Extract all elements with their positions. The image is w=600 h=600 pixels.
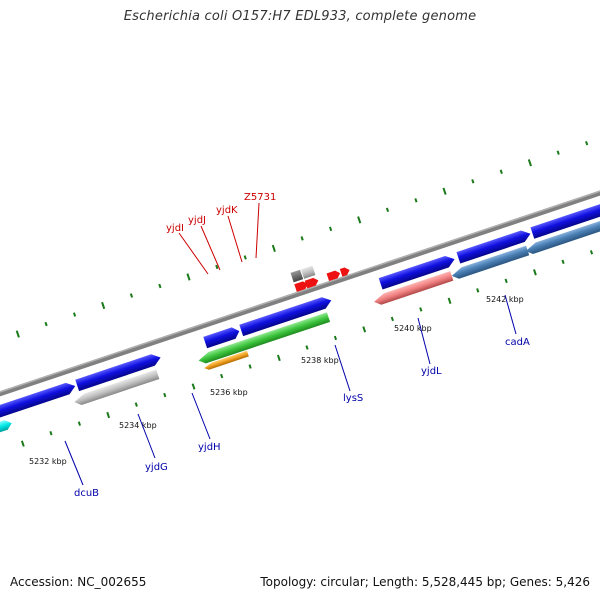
tick-label-5240: 5240 kbp — [394, 324, 432, 333]
small-genes — [290, 265, 351, 292]
tick-labels: 5232 kbp 5234 kbp 5236 kbp 5238 kbp 5240… — [29, 295, 524, 466]
inner-tick-row — [20, 250, 594, 447]
gene-label-yjdJ[interactable]: yjdJ — [188, 215, 206, 226]
map-title: Escherichia coli O157:H7 EDL933, complet… — [123, 9, 477, 24]
accession-text: Accession: NC_002655 — [10, 575, 147, 589]
gene-lysS[interactable] — [372, 271, 454, 307]
outer-tick-row — [15, 140, 589, 338]
gene-yjdK[interactable] — [326, 269, 342, 282]
forward-strand-genes — [0, 193, 600, 430]
gene-yjdI-box[interactable] — [290, 269, 304, 283]
gene-label-yjdI[interactable]: yjdI — [166, 223, 184, 234]
gene-label-cadA[interactable]: cadA — [505, 337, 530, 348]
gene-label-lysS[interactable]: lysS — [343, 393, 363, 404]
gene-leaders-red — [178, 202, 260, 275]
gene-cyan[interactable] — [0, 418, 13, 443]
genome-backbone — [0, 164, 600, 423]
tick-label-5236: 5236 kbp — [210, 388, 248, 397]
gene-lysS-fwd[interactable] — [378, 253, 457, 290]
tick-label-5234: 5234 kbp — [119, 421, 157, 430]
gene-dcuB-region-1[interactable] — [0, 380, 77, 430]
gene-leaders-blue — [64, 294, 517, 486]
gene-yjdL[interactable] — [450, 245, 530, 281]
gene-yjdH-fwd[interactable] — [239, 295, 333, 337]
gene-yjdL-fwd[interactable] — [456, 228, 532, 264]
gene-label-yjdH[interactable]: yjdH — [198, 442, 221, 453]
gene-cadA[interactable] — [524, 210, 600, 256]
tick-label-5238: 5238 kbp — [301, 356, 339, 365]
gene-Z5731[interactable] — [339, 266, 351, 277]
gene-label-yjdG[interactable]: yjdG — [145, 462, 168, 473]
gene-label-yjdK[interactable]: yjdK — [216, 205, 238, 216]
gene-cadA-fwd[interactable] — [530, 193, 600, 239]
gene-yjdG-fwd[interactable] — [203, 325, 241, 349]
gene-label-yjdL[interactable]: yjdL — [421, 366, 442, 377]
gene-yjdG[interactable] — [197, 312, 331, 365]
tick-label-5232: 5232 kbp — [29, 457, 67, 466]
gene-dcuB-region-2[interactable] — [75, 352, 162, 392]
reverse-strand-genes — [0, 210, 600, 443]
gene-label-dcuB[interactable]: dcuB — [74, 488, 99, 499]
gene-dcuB[interactable] — [73, 369, 160, 406]
gene-label-Z5731[interactable]: Z5731 — [244, 192, 276, 203]
gene-yjdI[interactable] — [294, 280, 309, 292]
gene-labels-blue: dcuB yjdG yjdH lysS yjdL cadA — [74, 337, 530, 499]
tick-label-5242: 5242 kbp — [486, 295, 524, 304]
gene-yjdJ[interactable] — [304, 277, 320, 289]
gene-yjdJ-box[interactable] — [300, 265, 316, 279]
genome-summary-text: Topology: circular; Length: 5,528,445 bp… — [260, 575, 590, 589]
gene-orange[interactable] — [203, 350, 249, 371]
gene-labels-red: yjdI yjdJ yjdK Z5731 — [166, 192, 276, 234]
